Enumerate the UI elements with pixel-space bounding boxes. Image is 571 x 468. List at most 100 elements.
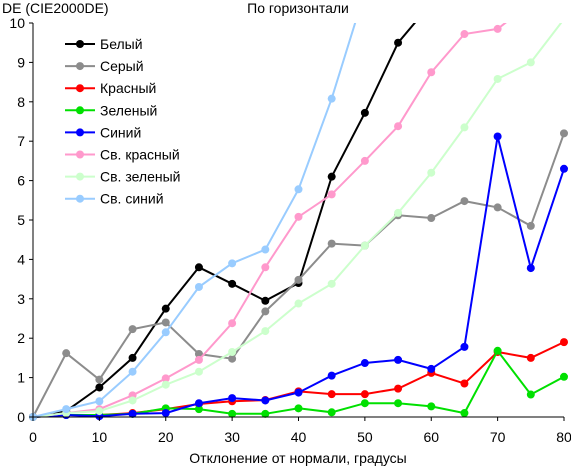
x-tick-label: 10: [92, 429, 108, 445]
y-tick-label: 9: [17, 54, 25, 70]
data-point: [526, 390, 535, 399]
data-point: [527, 0, 535, 7]
data-point: [394, 399, 403, 408]
data-point: [161, 380, 170, 389]
data-point: [327, 172, 336, 181]
data-point: [62, 405, 71, 414]
data-point: [161, 318, 170, 327]
y-tick-label: 5: [17, 212, 25, 228]
data-point: [327, 94, 336, 103]
y-tick-label: 6: [17, 173, 25, 189]
series-6: [29, 0, 535, 421]
data-point: [360, 156, 369, 165]
data-point: [261, 263, 270, 272]
y-tick-label: 7: [17, 133, 25, 149]
data-point: [261, 396, 270, 405]
data-point: [95, 383, 104, 392]
data-point: [526, 58, 535, 67]
data-point: [194, 282, 203, 291]
data-point: [294, 404, 303, 413]
data-point: [526, 264, 535, 273]
legend-swatch-marker: [76, 128, 84, 137]
legend-item: Белый: [65, 36, 143, 52]
data-point: [161, 304, 170, 313]
legend-label: Св. зеленый: [100, 169, 180, 185]
data-point: [327, 408, 336, 417]
y-tick-label: 8: [17, 94, 25, 110]
x-axis-title: Отклонение от нормали, градусы: [189, 450, 406, 466]
data-point: [261, 327, 270, 336]
data-point: [294, 212, 303, 221]
legend-swatch-marker: [76, 150, 84, 159]
legend-item: Св. синий: [65, 191, 164, 207]
data-point: [294, 275, 303, 284]
legend-item: Синий: [65, 124, 141, 140]
data-point: [560, 372, 568, 381]
data-point: [194, 263, 203, 272]
data-point: [427, 402, 436, 411]
data-point: [327, 371, 336, 380]
legend-swatch-marker: [76, 106, 84, 115]
data-point: [360, 390, 369, 399]
data-point: [128, 325, 137, 334]
data-point: [128, 353, 137, 362]
data-point: [95, 375, 104, 384]
data-point: [526, 221, 535, 230]
data-point: [228, 394, 237, 403]
y-axis-title: DE (CIE2000DE): [2, 0, 109, 16]
data-point: [526, 353, 535, 362]
data-point: [560, 164, 568, 173]
data-point: [360, 241, 369, 250]
x-tick-label: 20: [158, 429, 174, 445]
data-point: [228, 409, 237, 418]
data-point: [95, 407, 104, 416]
data-point: [95, 397, 104, 406]
y-tick-label: 4: [17, 251, 25, 267]
legend-label: Св. красный: [100, 147, 180, 163]
data-point: [161, 409, 170, 418]
x-tick-label: 70: [490, 429, 506, 445]
data-point: [493, 24, 502, 33]
data-point: [394, 208, 403, 217]
data-point: [228, 347, 237, 356]
y-tick-label: 10: [9, 15, 25, 31]
data-point: [394, 38, 403, 47]
legend-label: Синий: [100, 124, 141, 140]
legend-label: Белый: [100, 36, 143, 52]
legend-item: Св. зеленый: [65, 169, 180, 185]
y-tick-label: 0: [17, 409, 25, 425]
series-4: [29, 346, 568, 421]
data-point: [261, 245, 270, 254]
data-point: [161, 374, 170, 383]
legend-swatch-marker: [76, 84, 84, 93]
data-point: [493, 346, 502, 355]
data-point: [460, 30, 469, 39]
legend: Белый Серый Красный Зеленый Синий Св. красный…: [65, 36, 180, 207]
data-point: [228, 279, 237, 288]
data-point: [228, 354, 237, 363]
x-tick-label: 50: [357, 429, 373, 445]
x-tick-label: 0: [29, 429, 37, 445]
data-point: [560, 129, 568, 138]
data-point: [327, 279, 336, 288]
data-point: [360, 108, 369, 117]
data-point: [194, 349, 203, 358]
data-point: [228, 319, 237, 328]
data-point: [294, 299, 303, 308]
legend-swatch-marker: [76, 40, 84, 48]
data-point: [394, 355, 403, 364]
legend-item: Св. красный: [65, 147, 180, 163]
data-point: [194, 367, 203, 376]
data-point: [427, 68, 436, 77]
data-point: [427, 168, 436, 177]
legend-swatch-marker: [76, 172, 84, 181]
x-tick-label: 60: [423, 429, 439, 445]
data-point: [294, 388, 303, 397]
data-point: [394, 122, 403, 131]
series-1: [29, 23, 417, 421]
data-point: [261, 307, 270, 316]
legend-label: Серый: [100, 58, 144, 74]
data-point: [394, 384, 403, 393]
data-point: [560, 338, 568, 347]
x-tick-label: 30: [224, 429, 240, 445]
